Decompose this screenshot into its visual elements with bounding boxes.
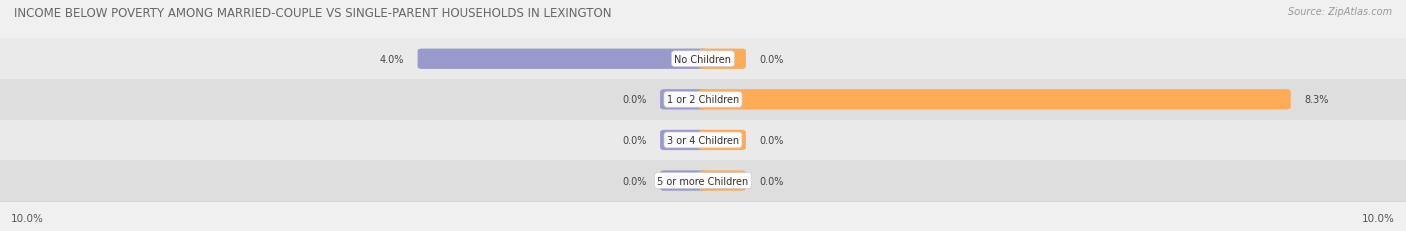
Text: 0.0%: 0.0% — [623, 176, 647, 186]
Text: 10.0%: 10.0% — [11, 213, 44, 223]
Text: 5 or more Children: 5 or more Children — [658, 176, 748, 186]
FancyBboxPatch shape — [699, 49, 747, 70]
Text: 1 or 2 Children: 1 or 2 Children — [666, 95, 740, 105]
Text: Source: ZipAtlas.com: Source: ZipAtlas.com — [1288, 7, 1392, 17]
Text: 3 or 4 Children: 3 or 4 Children — [666, 135, 740, 145]
FancyBboxPatch shape — [0, 120, 1406, 161]
FancyBboxPatch shape — [418, 49, 707, 70]
Text: 0.0%: 0.0% — [759, 55, 783, 64]
FancyBboxPatch shape — [699, 90, 1291, 110]
FancyBboxPatch shape — [0, 80, 1406, 120]
Text: 0.0%: 0.0% — [759, 176, 783, 186]
Text: 8.3%: 8.3% — [1305, 95, 1329, 105]
Text: 4.0%: 4.0% — [380, 55, 405, 64]
FancyBboxPatch shape — [0, 161, 1406, 201]
Text: 0.0%: 0.0% — [623, 135, 647, 145]
Text: 0.0%: 0.0% — [759, 135, 783, 145]
Text: INCOME BELOW POVERTY AMONG MARRIED-COUPLE VS SINGLE-PARENT HOUSEHOLDS IN LEXINGT: INCOME BELOW POVERTY AMONG MARRIED-COUPL… — [14, 7, 612, 20]
FancyBboxPatch shape — [661, 130, 707, 150]
Text: 0.0%: 0.0% — [623, 95, 647, 105]
FancyBboxPatch shape — [699, 171, 747, 191]
FancyBboxPatch shape — [661, 171, 707, 191]
FancyBboxPatch shape — [661, 90, 707, 110]
FancyBboxPatch shape — [699, 130, 747, 150]
Text: 10.0%: 10.0% — [1362, 213, 1395, 223]
Text: No Children: No Children — [675, 55, 731, 64]
FancyBboxPatch shape — [0, 39, 1406, 80]
